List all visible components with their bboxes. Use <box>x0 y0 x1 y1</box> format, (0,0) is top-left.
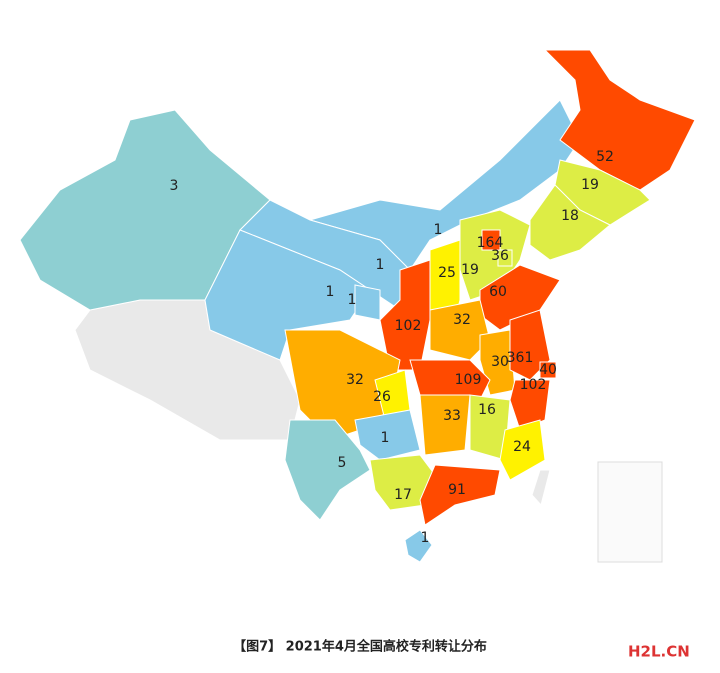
caption: 【图7】 2021年4月全国高校专利转让分布 <box>233 639 487 655</box>
region-value-label: 91 <box>448 482 466 498</box>
region-value-label: 16 <box>478 402 496 418</box>
region-value-label: 102 <box>395 318 422 334</box>
region-value-label: 1 <box>421 530 430 546</box>
region-value-label: 25 <box>438 265 456 281</box>
region <box>529 184 611 261</box>
region-value-label: 1 <box>326 284 335 300</box>
region-value-label: 102 <box>520 377 547 393</box>
region-value-label: 5 <box>338 455 347 471</box>
region-value-label: 19 <box>461 262 479 278</box>
region <box>419 394 471 456</box>
inset-frame <box>597 461 663 563</box>
watermark: H2L.CN <box>628 643 690 661</box>
region-no-data <box>531 469 551 507</box>
region <box>354 284 381 321</box>
region-value-label: 36 <box>491 248 509 264</box>
region <box>419 464 501 526</box>
region <box>497 249 513 267</box>
region-value-label: 60 <box>489 284 507 300</box>
region-value-label: 32 <box>346 372 364 388</box>
region-value-label: 1 <box>348 292 357 308</box>
region-value-label: 32 <box>453 312 471 328</box>
region <box>409 359 491 401</box>
region-value-label: 1 <box>376 257 385 273</box>
region-value-label: 1 <box>381 430 390 446</box>
region-value-label: 33 <box>443 408 461 424</box>
region-value-label: 18 <box>561 208 579 224</box>
region <box>308 99 581 271</box>
region-value-label: 3 <box>170 178 179 194</box>
regions <box>19 49 696 563</box>
region-value-label: 40 <box>539 362 557 378</box>
region-value-label: 24 <box>513 439 531 455</box>
region-value-label: 30 <box>491 354 509 370</box>
region-value-label: 109 <box>455 372 482 388</box>
region-value-label: 361 <box>507 350 534 366</box>
region-value-label: 26 <box>373 389 391 405</box>
region <box>499 419 546 481</box>
region-value-label: 17 <box>394 487 412 503</box>
region <box>543 49 696 191</box>
region <box>539 361 557 379</box>
region-value-label: 52 <box>596 149 614 165</box>
region-value-label: 19 <box>581 177 599 193</box>
region-value-label: 1 <box>434 222 443 238</box>
region <box>354 409 421 461</box>
region <box>284 419 371 521</box>
region-value-label: 164 <box>477 235 504 251</box>
region <box>404 529 433 563</box>
